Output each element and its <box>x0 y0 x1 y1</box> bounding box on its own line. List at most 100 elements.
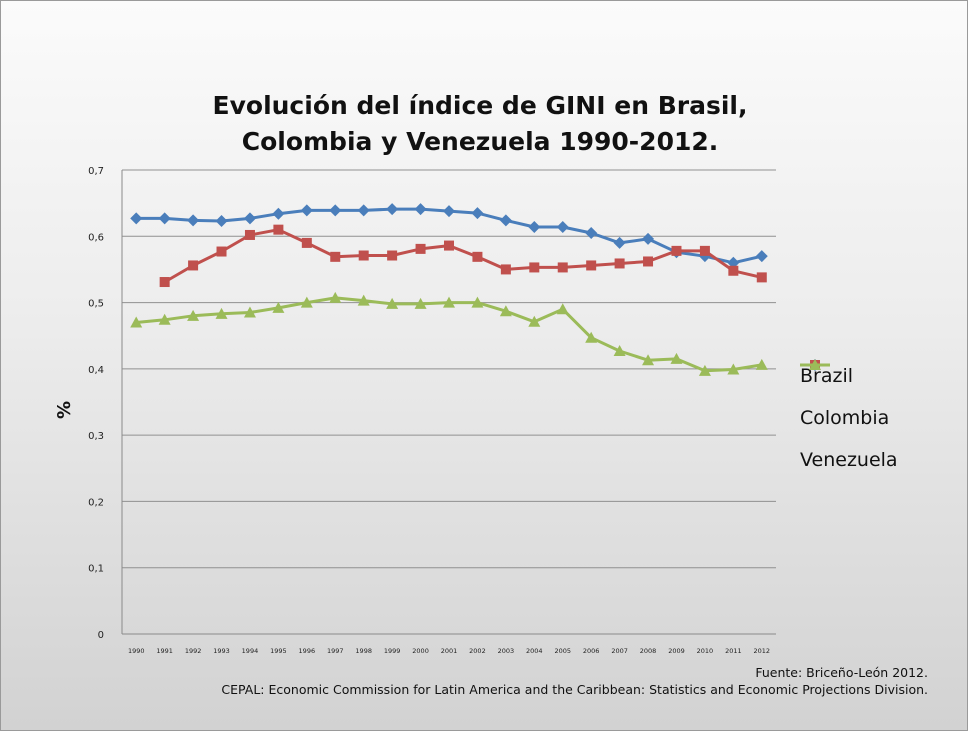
data-point <box>415 243 426 254</box>
x-tick-label: 2003 <box>498 647 515 655</box>
data-point <box>443 205 455 218</box>
legend-label: Brazil <box>800 365 854 387</box>
x-tick-label: 2011 <box>725 647 742 655</box>
data-point <box>614 258 625 269</box>
legend-item-venezuela: Venezuela <box>800 359 898 481</box>
data-point <box>528 221 541 234</box>
data-point <box>755 250 768 263</box>
source-line-2: CEPAL: Economic Commission for Latin Ame… <box>221 682 928 697</box>
y-tick-label: 0,5 <box>88 299 104 310</box>
data-point <box>130 212 143 225</box>
legend-label: Venezuela <box>800 449 898 471</box>
data-point <box>528 315 541 327</box>
data-point <box>414 297 427 309</box>
data-point <box>529 262 540 273</box>
data-point <box>499 305 512 317</box>
x-tick-label: 1998 <box>355 647 372 655</box>
data-point <box>243 306 256 318</box>
data-point <box>500 264 511 275</box>
x-tick-label: 2002 <box>469 647 486 655</box>
data-point <box>585 331 598 343</box>
data-point <box>613 236 626 249</box>
data-point <box>755 358 768 370</box>
source-line-1: Fuente: Briceño-León 2012. <box>755 665 928 680</box>
data-point <box>387 250 398 261</box>
x-tick-label: 2001 <box>441 647 458 655</box>
data-point <box>472 251 483 262</box>
data-point <box>414 203 427 216</box>
chart-title: Evolución del índice de GINI en Brasil, … <box>212 91 748 156</box>
data-point <box>158 212 171 225</box>
data-point <box>357 294 370 306</box>
x-tick-label: 2009 <box>668 647 685 655</box>
data-point <box>187 214 200 227</box>
y-tick-label: 0,7 <box>88 166 104 177</box>
data-point <box>727 363 740 375</box>
series-venezuela <box>130 291 768 376</box>
data-point <box>471 207 484 220</box>
y-axis-label: % <box>54 401 75 419</box>
y-tick-labels: 0 0,1 0,2 0,3 0,4 0,5 0,6 0,7 <box>88 166 104 641</box>
x-tick-label: 1992 <box>185 647 202 655</box>
data-point <box>586 260 597 271</box>
data-point <box>613 344 626 356</box>
x-tick-label: 1993 <box>213 647 230 655</box>
y-tick-label: 0,3 <box>88 431 104 442</box>
data-point <box>642 354 655 366</box>
data-point <box>557 262 568 273</box>
x-tick-label: 1994 <box>242 647 259 655</box>
data-point <box>273 224 284 235</box>
x-tick-label: 2012 <box>754 647 771 655</box>
x-tick-label: 1996 <box>299 647 316 655</box>
series-lines <box>130 203 768 376</box>
x-tick-label: 2008 <box>640 647 657 655</box>
x-tick-label: 1995 <box>270 647 287 655</box>
data-point <box>386 203 399 216</box>
x-tick-label: 1990 <box>128 647 145 655</box>
x-tick-label: 1997 <box>327 647 344 655</box>
data-point <box>499 214 512 227</box>
data-point <box>272 301 285 313</box>
data-point <box>330 251 341 262</box>
data-point <box>329 291 342 303</box>
series-line <box>136 296 763 373</box>
data-point <box>556 221 569 234</box>
gridlines <box>121 169 776 635</box>
legend: Brazil Colombia Venezuela <box>800 355 898 481</box>
data-point <box>244 229 255 240</box>
data-point <box>300 296 313 308</box>
x-tick-label: 2004 <box>526 647 543 655</box>
y-tick-label: 0 <box>98 630 104 641</box>
data-point <box>130 316 143 328</box>
data-point <box>158 313 171 325</box>
data-point <box>329 204 342 217</box>
x-tick-label: 1999 <box>384 647 401 655</box>
legend-item-colombia: Colombia <box>800 360 898 439</box>
data-point <box>188 260 199 271</box>
x-tick-label: 2010 <box>697 647 714 655</box>
x-tick-label: 2006 <box>583 647 600 655</box>
data-point <box>272 207 285 220</box>
data-point <box>301 237 312 248</box>
x-tick-label: 2007 <box>611 647 628 655</box>
source-note: Fuente: Briceño-León 2012. CEPAL: Econom… <box>168 664 928 698</box>
data-point <box>471 296 484 308</box>
series-colombia <box>159 224 767 288</box>
data-point <box>243 212 256 225</box>
data-point <box>215 307 228 319</box>
data-point <box>698 364 711 376</box>
data-point <box>386 297 399 309</box>
data-point <box>358 250 369 261</box>
series-line <box>163 228 763 284</box>
data-point <box>357 204 370 217</box>
x-tick-label: 2000 <box>412 647 429 655</box>
data-point <box>809 359 821 370</box>
series-brazil <box>130 203 768 269</box>
legend-label: Colombia <box>800 407 890 429</box>
x-tick-labels: 1990 1991 1992 1993 1994 1995 1996 1997 1998 1999… <box>128 647 770 655</box>
data-point <box>699 245 710 256</box>
x-tick-label: 2005 <box>554 647 571 655</box>
data-point <box>300 204 313 217</box>
data-point <box>216 246 227 257</box>
